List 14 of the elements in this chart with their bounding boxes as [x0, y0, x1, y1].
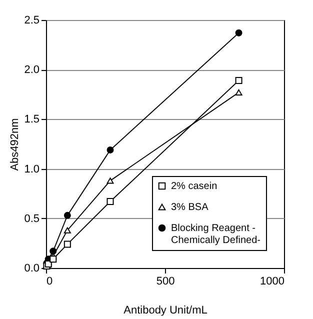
y-tick-label: 0.5: [24, 212, 40, 225]
y-tick-label: 1.5: [24, 114, 40, 126]
x-tick-label: 1000: [260, 276, 284, 288]
y-tick-label: 0.0: [24, 262, 40, 274]
legend-label: Blocking Reagent - Chemically Defined-: [171, 223, 260, 246]
y-axis-title: Abs492nm: [9, 118, 22, 171]
y-tick-label: 1.0: [24, 163, 40, 176]
x-tick-label: 500: [156, 276, 175, 288]
x-axis-title: Antibody Unit/mL: [124, 304, 208, 316]
y-tick-label: 2.0: [24, 64, 40, 76]
legend-label: 2% casein: [171, 181, 218, 192]
y-tick-label: 2.5: [24, 14, 40, 26]
legend-label: 3% BSA: [171, 202, 209, 213]
x-tick-label: 0: [46, 276, 53, 288]
